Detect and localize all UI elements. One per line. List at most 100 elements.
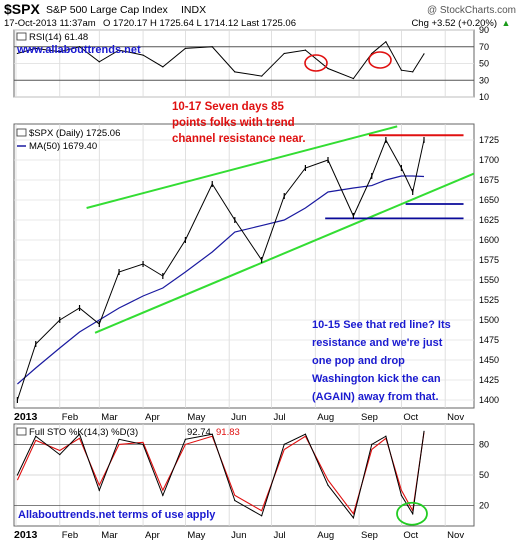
sto-k-point xyxy=(234,499,236,502)
price-legend-swatch xyxy=(16,128,27,137)
sto-k-point xyxy=(162,494,164,496)
change-up-icon: ▲ xyxy=(502,18,511,28)
terms-label: Allabouttrends.net terms of use apply xyxy=(18,509,216,521)
sto-tick-label: 20 xyxy=(479,501,489,511)
index-name: S&P 500 Large Cap Index xyxy=(46,4,169,16)
rsi-peak-circle xyxy=(368,51,392,69)
price-legend-text: $SPX (Daily) 1725.06 xyxy=(29,128,120,139)
price-tick-label: 1550 xyxy=(479,275,499,285)
rsi-legend: RSI(14) 61.48 www.allabouttrends.net xyxy=(16,32,141,56)
sto-k-point xyxy=(283,443,285,445)
sto-k-value: 92.74 xyxy=(187,427,211,438)
ma-legend-text: MA(50) 1679.40 xyxy=(29,141,97,152)
price-tick-label: 1600 xyxy=(479,235,499,245)
price-tick-label: 1650 xyxy=(479,195,499,205)
sto-d-value: 91.83 xyxy=(216,427,240,438)
price-x-label: Oct xyxy=(403,412,418,423)
rsi-point xyxy=(78,46,81,48)
rsi-legend-text: RSI(14) 61.48 xyxy=(29,32,88,43)
price-x-label: May xyxy=(187,412,205,423)
rsi-point xyxy=(59,51,61,53)
sto-k-point xyxy=(211,433,213,435)
price-tick-label: 1575 xyxy=(479,255,499,265)
annotation-bottom-line-2: resistance and we're just xyxy=(312,337,443,349)
sto-x-label: Mar xyxy=(101,530,117,540)
trend-channel-upper xyxy=(86,125,398,209)
sto-k-point xyxy=(184,438,187,440)
price-legend: $SPX (Daily) 1725.06 MA(50) 1679.40 xyxy=(16,128,120,152)
rsi-point xyxy=(400,69,403,71)
price-x-label: Nov xyxy=(447,412,464,423)
ticker-label: $SPX xyxy=(4,1,40,17)
rsi-tick-label: 30 xyxy=(479,75,489,85)
rsi-point xyxy=(327,67,329,70)
sto-x-label: Aug xyxy=(317,530,334,540)
chart-header: $SPX S&P 500 Large Cap Index INDX @ Stoc… xyxy=(4,1,516,29)
axis-labels: 90 70 50 30 10 1725 1700 1675 1650 1625 1600 1575 15… xyxy=(14,25,499,541)
sto-k-point xyxy=(371,443,373,445)
rsi-point xyxy=(211,46,213,48)
price-x-label: Feb xyxy=(62,412,78,423)
sto-x-label: Sep xyxy=(361,530,378,540)
sto-k-point xyxy=(385,435,387,437)
sto-k-point xyxy=(59,454,61,456)
annotation-bottom-line-4: Washington kick the can xyxy=(312,373,441,385)
rsi-point xyxy=(98,61,100,63)
price-tick-label: 1500 xyxy=(479,315,499,325)
sto-x-label: Feb xyxy=(62,530,78,540)
rsi-point xyxy=(118,49,120,51)
sto-legend-swatch xyxy=(16,427,27,436)
rsi-legend-swatch xyxy=(16,32,27,41)
annotation-bottom-line-5: (AGAIN) away from that. xyxy=(312,391,439,403)
sto-x-label: 2013 xyxy=(14,529,38,540)
sto-k-point xyxy=(423,430,425,433)
sto-k-point xyxy=(118,438,120,440)
annotation-bottom-line-1: 10-15 See that red line? Its xyxy=(312,319,451,331)
price-tick-label: 1625 xyxy=(479,215,499,225)
sto-low-circle xyxy=(396,501,428,526)
price-tick-label: 1450 xyxy=(479,355,499,365)
rsi-tick-label: 10 xyxy=(479,92,489,102)
sto-tick-label: 50 xyxy=(479,470,489,480)
site-label: www.allabouttrends.net xyxy=(16,44,141,56)
sto-k-point xyxy=(400,494,403,496)
price-x-label: Jun xyxy=(231,412,246,423)
price-x-label: Sep xyxy=(361,412,378,423)
annotation-top-line-2: points folks with trend xyxy=(172,117,295,129)
sto-x-label: Jul xyxy=(274,530,286,540)
sto-plot xyxy=(16,430,428,526)
price-x-label: Apr xyxy=(145,412,160,423)
rsi-point xyxy=(423,53,425,55)
sto-k-point xyxy=(35,435,37,437)
price-x-label: Jul xyxy=(274,412,286,423)
rsi-plot xyxy=(16,40,425,80)
rsi-tick-label: 50 xyxy=(479,59,489,69)
rsi-point xyxy=(184,47,187,50)
sto-legend-text: Full STO %K(14,3) %D(3) xyxy=(29,427,138,438)
annotation-top-line-3: channel resistance near. xyxy=(172,133,306,145)
price-plot xyxy=(16,125,475,403)
sto-x-label: Apr xyxy=(145,530,160,540)
rsi-point xyxy=(162,66,164,68)
price-panel-frame xyxy=(13,123,475,409)
price-x-label: Mar xyxy=(101,412,117,423)
annotation-bottom-line-3: one pop and drop xyxy=(312,355,405,367)
rsi-point xyxy=(234,71,236,73)
grid-layer xyxy=(14,29,474,526)
price-tick-label: 1675 xyxy=(479,175,499,185)
price-tick-label: 1725 xyxy=(479,135,499,145)
sto-tick-label: 80 xyxy=(479,439,489,449)
rsi-tick-label: 90 xyxy=(479,25,489,35)
header-change: Chg +3.52 (+0.20%) xyxy=(411,18,497,29)
rsi-point xyxy=(283,52,285,55)
rsi-tick-label: 70 xyxy=(479,42,489,52)
rsi-point xyxy=(142,54,144,56)
sto-k-point xyxy=(304,433,307,435)
sto-x-label: Oct xyxy=(403,530,418,540)
annotation-top: 10-17 Seven days 85 points folks with tr… xyxy=(172,101,306,145)
trend-channel-lower xyxy=(94,172,475,334)
sto-k-point xyxy=(261,515,263,517)
price-tick-label: 1400 xyxy=(479,395,499,405)
